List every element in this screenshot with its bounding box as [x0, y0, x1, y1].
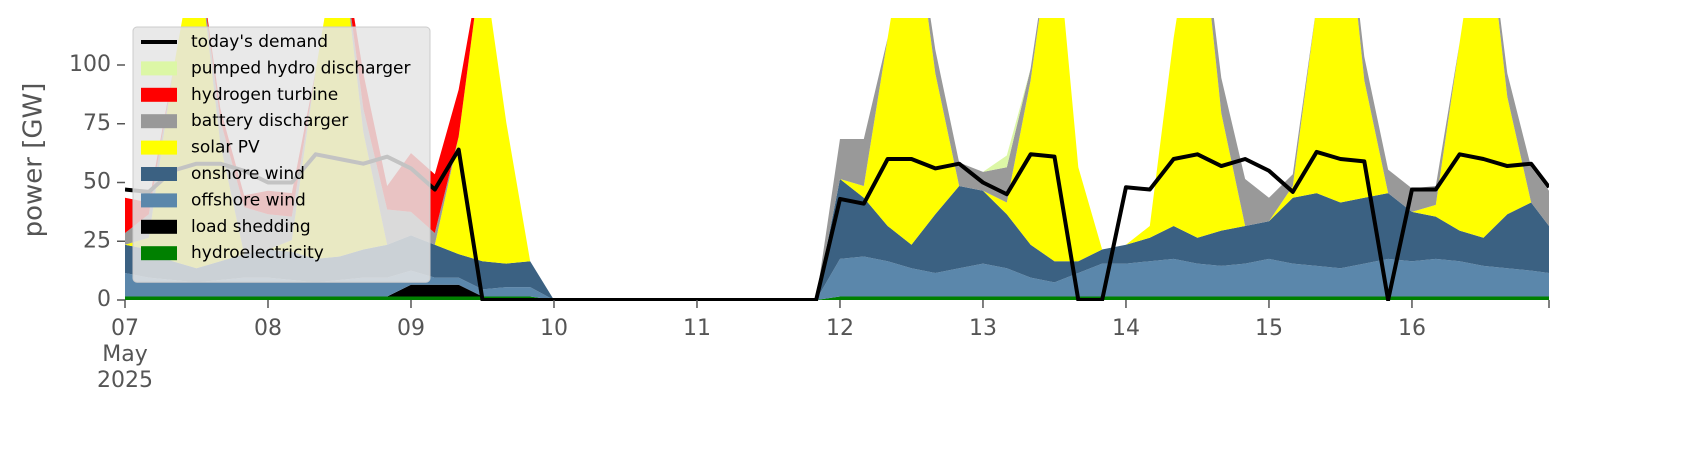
- legend-swatch: [141, 219, 177, 234]
- x-tick-label: 10: [539, 316, 568, 341]
- legend-label: onshore wind: [191, 164, 305, 184]
- legend: today's demand pumped hydro discharger hyd…: [132, 26, 431, 283]
- x-tick-label: 16: [1397, 316, 1426, 341]
- y-tick-label: 0: [97, 287, 111, 312]
- area: [125, 296, 1549, 300]
- legend-swatch: [141, 140, 177, 155]
- y-tick-label: 50: [83, 170, 111, 195]
- x-tick-label: 11: [682, 316, 711, 341]
- legend-swatch: [141, 61, 177, 76]
- legend-box: [132, 26, 431, 283]
- x-tick-label: 14: [1111, 316, 1140, 341]
- x-tick-label: 08: [253, 316, 282, 341]
- legend-label: pumped hydro discharger: [191, 58, 410, 78]
- legend-swatch: [141, 193, 177, 208]
- legend-label: hydroelectricity: [191, 243, 324, 263]
- y-tick-label: 75: [83, 111, 111, 136]
- legend-swatch: [141, 167, 177, 181]
- legend-label: today's demand: [191, 32, 328, 52]
- legend-label: hydrogen turbine: [191, 85, 338, 105]
- legend-label: battery discharger: [191, 111, 348, 131]
- x-tick-label: 07 May 2025: [97, 316, 153, 393]
- axes: 0 25 50 75 100: [69, 52, 1550, 312]
- x-tick-label: 13: [968, 316, 997, 341]
- y-tick-label: 100: [69, 52, 111, 77]
- legend-label: load shedding: [191, 217, 311, 237]
- x-tick-label: 15: [1254, 316, 1283, 341]
- x-tick-label: 12: [825, 316, 854, 341]
- legend-swatch: [141, 246, 177, 261]
- legend-label: offshore wind: [191, 190, 306, 210]
- legend-swatch: [141, 87, 177, 102]
- area: [125, 18, 1549, 300]
- legend-swatch: [141, 114, 177, 129]
- legend-label: solar PV: [191, 138, 260, 158]
- y-tick-label: 25: [83, 228, 111, 253]
- x-tick-label: 09: [396, 316, 425, 341]
- y-axis-label: power [GW]: [19, 83, 49, 238]
- area: [125, 178, 1549, 300]
